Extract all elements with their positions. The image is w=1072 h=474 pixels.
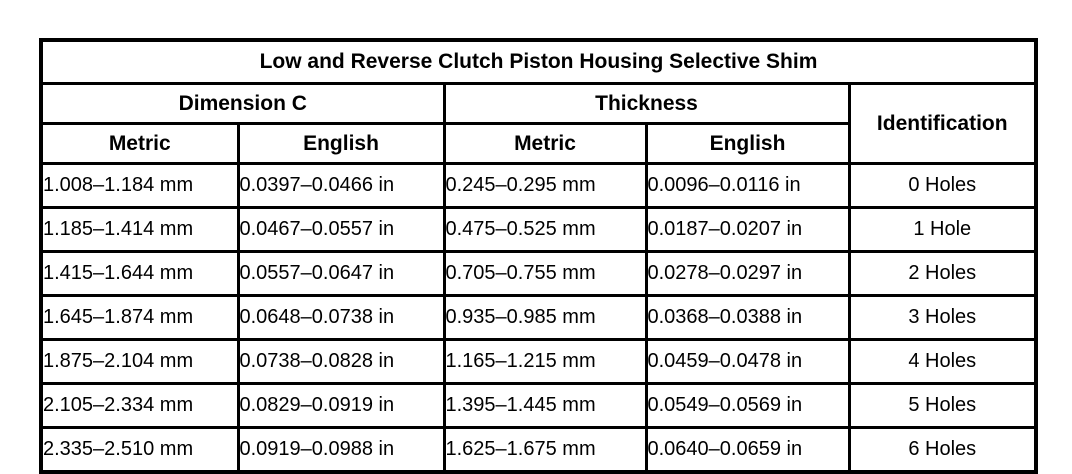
measurement-cell: 2.105–2.334 mm xyxy=(39,382,240,429)
measurement-cell: 1.165–1.215 mm xyxy=(442,338,648,385)
table-title: Low and Reverse Clutch Piston Housing Se… xyxy=(39,38,1038,85)
table-body: 1.008–1.184 mm 0.0397–0.0466 in 0.245–0.29… xyxy=(39,162,1038,474)
measurement-cell: 0.245–0.295 mm xyxy=(442,162,648,209)
column-header-thickness-english: English xyxy=(644,122,851,165)
table-row: 1.185–1.414 mm 0.0467–0.0557 in 0.475–0.52… xyxy=(39,206,1038,253)
measurement-cell: 0.0459–0.0478 in xyxy=(644,338,851,385)
measurement-cell: 1.008–1.184 mm xyxy=(39,162,240,209)
measurement-cell: 1.415–1.644 mm xyxy=(39,250,240,297)
column-group-dimension-c: Dimension C xyxy=(39,82,446,125)
measurement-cell: 1.395–1.445 mm xyxy=(442,382,648,429)
measurement-cell: 1.645–1.874 mm xyxy=(39,294,240,341)
identification-cell: 5 Holes xyxy=(847,382,1038,429)
identification-cell: 4 Holes xyxy=(847,338,1038,385)
measurement-cell: 0.935–0.985 mm xyxy=(442,294,648,341)
identification-cell: 1 Hole xyxy=(847,206,1038,253)
table-row: 1.875–2.104 mm 0.0738–0.0828 in 1.165–1.21… xyxy=(39,338,1038,385)
column-group-thickness: Thickness xyxy=(442,82,851,125)
column-header-dimension-c-metric: Metric xyxy=(39,122,240,165)
identification-cell: 2 Holes xyxy=(847,250,1038,297)
measurement-cell: 0.475–0.525 mm xyxy=(442,206,648,253)
identification-cell: 6 Holes xyxy=(847,426,1038,474)
measurement-cell: 0.0368–0.0388 in xyxy=(644,294,851,341)
table-row: 1.008–1.184 mm 0.0397–0.0466 in 0.245–0.29… xyxy=(39,162,1038,209)
table-row: 1.415–1.644 mm 0.0557–0.0647 in 0.705–0.75… xyxy=(39,250,1038,297)
column-header-identification: Identification xyxy=(847,82,1038,165)
column-header-dimension-c-english: English xyxy=(236,122,446,165)
measurement-cell: 0.705–0.755 mm xyxy=(442,250,648,297)
table-row: 2.335–2.510 mm 0.0919–0.0988 in 1.625–1.67… xyxy=(39,426,1038,474)
measurement-cell: 0.0738–0.0828 in xyxy=(236,338,446,385)
identification-cell: 0 Holes xyxy=(847,162,1038,209)
measurement-cell: 1.625–1.675 mm xyxy=(442,426,648,474)
measurement-cell: 0.0467–0.0557 in xyxy=(236,206,446,253)
table-row: 2.105–2.334 mm 0.0829–0.0919 in 1.395–1.44… xyxy=(39,382,1038,429)
measurement-cell: 0.0648–0.0738 in xyxy=(236,294,446,341)
measurement-cell: 0.0829–0.0919 in xyxy=(236,382,446,429)
title-row: Low and Reverse Clutch Piston Housing Se… xyxy=(39,38,1038,85)
measurement-cell: 0.0187–0.0207 in xyxy=(644,206,851,253)
measurement-cell: 1.875–2.104 mm xyxy=(39,338,240,385)
sub-header-row: Metric English Metric English xyxy=(39,122,1036,165)
measurement-cell: 2.335–2.510 mm xyxy=(39,426,240,474)
measurement-cell: 0.0278–0.0297 in xyxy=(644,250,851,297)
selective-shim-table: Low and Reverse Clutch Piston Housing Se… xyxy=(39,38,1038,474)
measurement-cell: 0.0096–0.0116 in xyxy=(644,162,851,209)
measurement-cell: 0.0640–0.0659 in xyxy=(644,426,851,474)
column-header-thickness-metric: Metric xyxy=(442,122,648,165)
table-row: 1.645–1.874 mm 0.0648–0.0738 in 0.935–0.98… xyxy=(39,294,1038,341)
identification-cell: 3 Holes xyxy=(847,294,1038,341)
measurement-cell: 0.0397–0.0466 in xyxy=(236,162,446,209)
group-header-row: Dimension C Thickness Identification xyxy=(39,82,1038,165)
measurement-cell: 1.185–1.414 mm xyxy=(39,206,240,253)
measurement-cell: 0.0549–0.0569 in xyxy=(644,382,851,429)
measurement-cell: 0.0919–0.0988 in xyxy=(236,426,446,474)
measurement-cell: 0.0557–0.0647 in xyxy=(236,250,446,297)
